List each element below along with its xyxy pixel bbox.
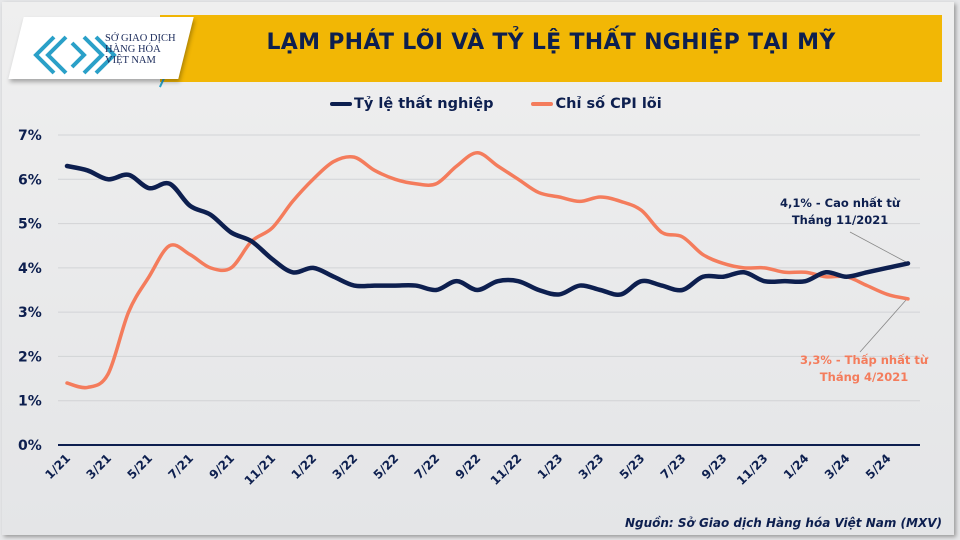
x-tick-label: 5/23 — [617, 451, 648, 482]
series-line-unemployment — [64, 163, 911, 297]
logo-line3: VIỆT NAM — [105, 55, 156, 66]
x-tick-label: 11/21 — [242, 451, 279, 488]
chart-title: LẠM PHÁT LÕI VÀ TỶ LỆ THẤT NGHIỆP TẠI MỸ — [266, 30, 836, 55]
x-tick-label: 3/24 — [822, 451, 853, 482]
annotation-leader-unemployment — [849, 231, 907, 263]
legend-swatch-unemployment — [330, 102, 352, 106]
series-line-cpi — [65, 150, 910, 390]
legend-item-unemployment: Tỷ lệ thất nghiệp — [330, 96, 493, 112]
y-tick-label: 1% — [18, 394, 42, 410]
annotation-leader-cpi — [859, 299, 907, 353]
title-banner — [160, 15, 942, 82]
x-tick-label: 3/23 — [576, 451, 607, 482]
logo-text: SỞ GIAO DỊCH HÀNG HÓA VIỆT NAM — [105, 33, 176, 66]
source-note: Nguồn: Sở Giao dịch Hàng hóa Việt Nam (M… — [624, 516, 942, 530]
annotation-unemployment-line2: Tháng 11/2021 — [791, 213, 889, 227]
legend-item-cpi: Chỉ số CPI lõi — [531, 96, 662, 112]
x-tick-label: 1/22 — [289, 451, 320, 482]
x-tick-label: 7/23 — [658, 451, 689, 482]
x-tick-label: 11/22 — [488, 451, 525, 488]
y-tick-label: 0% — [18, 438, 42, 454]
x-tick-label: 3/21 — [83, 451, 114, 482]
x-tick-label: 1/23 — [535, 451, 566, 482]
x-tick-label: 9/22 — [453, 451, 484, 482]
y-tick-label: 5% — [18, 217, 42, 233]
legend: Tỷ lệ thất nghiệp Chỉ số CPI lõi — [330, 96, 662, 112]
x-tick-label: 7/21 — [165, 451, 196, 482]
legend-label-unemployment: Tỷ lệ thất nghiệp — [354, 96, 494, 112]
x-tick-label: 11/23 — [734, 451, 771, 488]
logo-line1: SỞ GIAO DỊCH — [105, 33, 176, 44]
chart-frame — [2, 2, 954, 535]
x-tick-label: 1/21 — [42, 451, 73, 482]
y-tick-label: 2% — [18, 349, 42, 365]
legend-swatch-cpi — [531, 102, 554, 106]
y-tick-label: 4% — [18, 261, 42, 277]
x-tick-label: 7/22 — [412, 451, 443, 482]
x-tick-label: 1/24 — [781, 451, 812, 482]
x-tick-label: 9/21 — [207, 451, 238, 482]
y-tick-label: 7% — [18, 128, 42, 144]
x-tick-label: 5/22 — [371, 451, 402, 482]
x-tick-label: 9/23 — [699, 451, 730, 482]
annotation-cpi-line1: 3,3% - Thấp nhất từ — [800, 353, 929, 367]
annotation-unemployment-line1: 4,1% - Cao nhất từ — [780, 196, 901, 210]
x-tick-label: 5/24 — [863, 451, 894, 482]
annotation-cpi-line2: Tháng 4/2021 — [819, 370, 909, 384]
x-tick-label: 3/22 — [330, 451, 361, 482]
logo-line2: HÀNG HÓA — [105, 44, 161, 55]
legend-label-cpi: Chỉ số CPI lõi — [555, 96, 662, 112]
annotation-cpi: 3,3% - Thấp nhất từ Tháng 4/2021 — [800, 352, 928, 386]
logo-icon — [33, 35, 117, 75]
x-tick-label: 5/21 — [124, 451, 155, 482]
annotation-unemployment: 4,1% - Cao nhất từ Tháng 11/2021 — [780, 195, 900, 229]
y-tick-label: 3% — [18, 305, 42, 321]
y-tick-label: 6% — [18, 172, 42, 188]
